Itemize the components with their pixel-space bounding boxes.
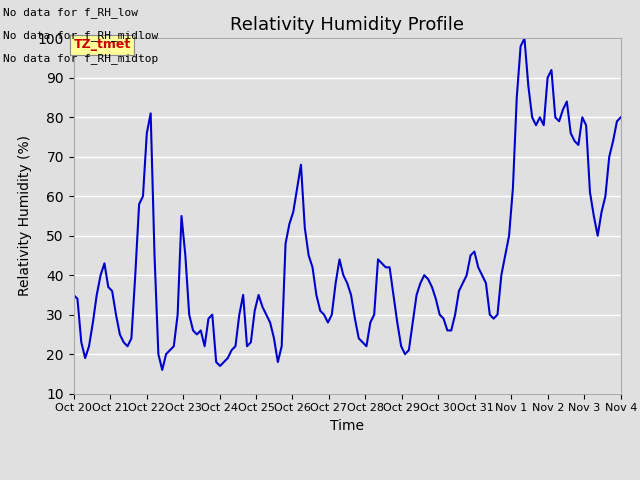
Text: No data for f_RH_low: No data for f_RH_low xyxy=(3,7,138,18)
Y-axis label: Relativity Humidity (%): Relativity Humidity (%) xyxy=(18,135,32,297)
Text: No data for f_RH_midlow: No data for f_RH_midlow xyxy=(3,30,159,41)
Text: No data for f_RH_midtop: No data for f_RH_midtop xyxy=(3,53,159,64)
X-axis label: Time: Time xyxy=(330,419,364,433)
Title: Relativity Humidity Profile: Relativity Humidity Profile xyxy=(230,16,464,34)
Text: TZ_tmet: TZ_tmet xyxy=(74,38,131,51)
